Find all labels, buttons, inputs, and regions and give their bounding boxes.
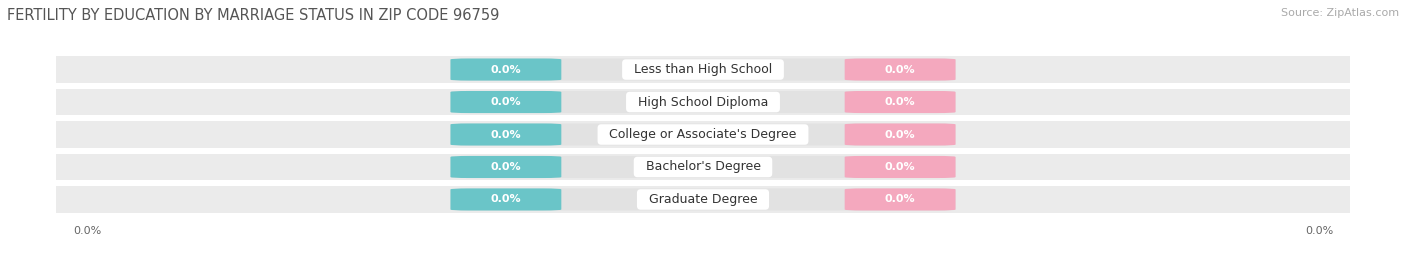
Text: College or Associate's Degree: College or Associate's Degree <box>602 128 804 141</box>
Text: 0.0%: 0.0% <box>491 97 522 107</box>
Text: 0.0%: 0.0% <box>884 194 915 204</box>
FancyBboxPatch shape <box>450 91 561 113</box>
Text: 0.0%: 0.0% <box>884 129 915 140</box>
FancyBboxPatch shape <box>56 154 1350 180</box>
FancyBboxPatch shape <box>450 123 561 146</box>
Text: Less than High School: Less than High School <box>626 63 780 76</box>
Text: 0.0%: 0.0% <box>884 97 915 107</box>
FancyBboxPatch shape <box>845 91 956 113</box>
Text: 0.0%: 0.0% <box>491 194 522 204</box>
FancyBboxPatch shape <box>56 89 1350 115</box>
Text: Source: ZipAtlas.com: Source: ZipAtlas.com <box>1281 8 1399 18</box>
Text: High School Diploma: High School Diploma <box>630 95 776 108</box>
FancyBboxPatch shape <box>450 188 956 211</box>
FancyBboxPatch shape <box>845 188 956 211</box>
FancyBboxPatch shape <box>450 188 561 211</box>
FancyBboxPatch shape <box>56 186 1350 213</box>
FancyBboxPatch shape <box>450 156 956 178</box>
Text: 0.0%: 0.0% <box>491 162 522 172</box>
Text: 0.0%: 0.0% <box>491 65 522 75</box>
Text: 0.0%: 0.0% <box>491 129 522 140</box>
Text: 0.0%: 0.0% <box>884 65 915 75</box>
FancyBboxPatch shape <box>845 156 956 178</box>
Text: FERTILITY BY EDUCATION BY MARRIAGE STATUS IN ZIP CODE 96759: FERTILITY BY EDUCATION BY MARRIAGE STATU… <box>7 8 499 23</box>
Text: Bachelor's Degree: Bachelor's Degree <box>637 161 769 174</box>
FancyBboxPatch shape <box>845 123 956 146</box>
FancyBboxPatch shape <box>450 58 561 81</box>
FancyBboxPatch shape <box>450 123 956 146</box>
FancyBboxPatch shape <box>56 121 1350 148</box>
Text: Graduate Degree: Graduate Degree <box>641 193 765 206</box>
FancyBboxPatch shape <box>56 56 1350 83</box>
FancyBboxPatch shape <box>845 58 956 81</box>
Text: 0.0%: 0.0% <box>884 162 915 172</box>
FancyBboxPatch shape <box>450 91 956 113</box>
FancyBboxPatch shape <box>450 156 561 178</box>
FancyBboxPatch shape <box>450 58 956 81</box>
